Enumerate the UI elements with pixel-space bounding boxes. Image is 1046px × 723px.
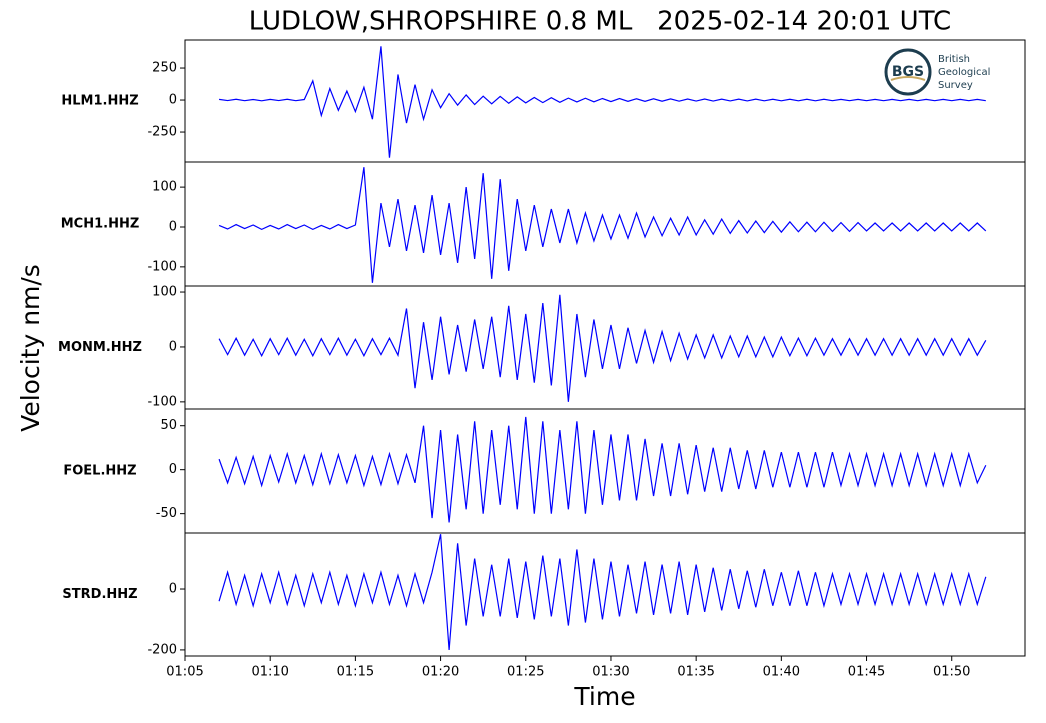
y-tick-label: 0 [169,219,177,234]
station-label: STRD.HHZ [62,587,137,602]
logo: BGS British Geological Survey [884,48,990,96]
waveform [218,294,987,402]
x-tick-label: 01:30 [592,665,629,680]
station-label: FOEL.HHZ [63,464,136,479]
x-tick-label: 01:50 [933,665,970,680]
logo-text: British [938,54,970,65]
waveform [218,534,987,650]
y-tick-label: 0 [169,339,177,354]
logo-text: Geological [938,67,990,78]
x-tick-label: 01:10 [251,665,288,680]
y-tick-label: -100 [147,394,177,409]
y-tick-label: 100 [152,180,177,195]
x-tick-label: 01:15 [337,665,374,680]
y-tick-label: -200 [147,642,177,657]
chart-title: LUDLOW,SHROPSHIRE 0.8 ML 2025-02-14 20:0… [249,7,951,37]
waveform [218,46,986,158]
x-tick-label: 01:35 [677,665,714,680]
y-tick-label: 50 [160,418,177,433]
x-tick-label: 01:05 [166,665,203,680]
logo-text: Survey [938,80,973,91]
x-tick-label: 01:25 [507,665,544,680]
logo-wave [890,76,926,81]
x-axis-label: Time [573,682,635,711]
waveform [218,167,987,283]
y-tick-label: 0 [169,462,177,477]
panel-frame [184,532,1026,657]
y-axis-label: Velocity nm/s [16,264,45,432]
x-tick-label: 01:45 [848,665,885,680]
y-tick-label: -250 [147,125,177,140]
logo-mark: BGS [892,64,924,80]
y-tick-label: -100 [147,259,177,274]
y-tick-label: 250 [152,61,177,76]
x-tick-label: 01:20 [422,665,459,680]
y-tick-label: 100 [152,285,177,300]
station-label: MONM.HHZ [58,340,142,355]
panel-frame [184,285,1026,410]
y-tick-label: 0 [169,93,177,108]
y-tick-label: 0 [169,582,177,597]
station-label: MCH1.HHZ [61,217,140,232]
waveform [218,416,987,523]
panel-frame [184,408,1026,534]
station-label: HLM1.HHZ [61,94,138,109]
y-tick-label: -50 [156,506,177,521]
x-tick-label: 01:40 [763,665,800,680]
logo-ring [884,48,932,96]
